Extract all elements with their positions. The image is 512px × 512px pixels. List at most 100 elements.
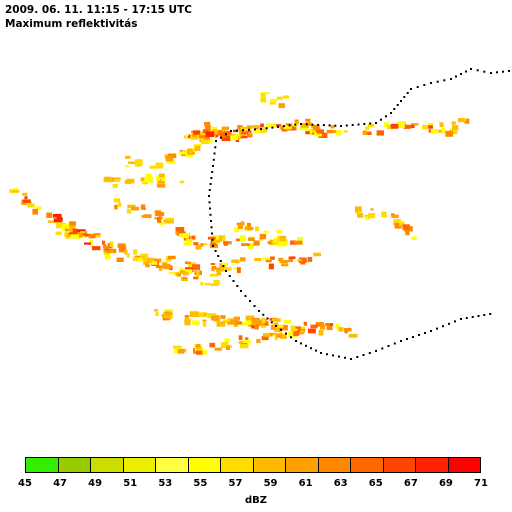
reflectivity-cell [105,248,111,252]
reflectivity-cell [364,131,372,135]
reflectivity-cell [184,261,191,265]
border-dot [356,356,359,358]
reflectivity-cell [72,228,78,235]
reflectivity-cell [402,224,410,230]
reflectivity-cell [156,175,161,181]
reflectivity-cell [125,155,131,159]
reflectivity-cell [324,323,330,326]
reflectivity-cell [281,263,289,267]
reflectivity-cell [294,121,299,124]
reflectivity-cell [259,130,267,133]
country-border [208,68,510,360]
color-scale-tick-label: 51 [123,478,138,489]
reflectivity-cell [251,318,260,325]
border-dot [369,122,372,125]
reflectivity-cell [76,229,86,233]
reflectivity-cell [307,256,313,262]
reflectivity-cell [230,135,239,141]
reflectivity-cell [234,227,240,233]
reflectivity-cell [27,203,35,208]
border-dot [326,353,328,356]
reflectivity-cell [84,242,91,245]
border-dot [345,124,348,127]
border-dot [450,78,452,80]
color-scale-cell [286,458,319,472]
reflectivity-cell [196,350,203,355]
reflectivity-cell [393,219,401,225]
reflectivity-cell [175,227,185,232]
reflectivity-cell [235,321,243,325]
reflectivity-cell [218,236,223,242]
border-dot [217,255,220,257]
reflectivity-cell [399,221,405,227]
reflectivity-cell [248,237,255,241]
border-dot [406,338,408,340]
border-dot [230,130,232,132]
border-dot [211,171,214,173]
color-scale-tick-label: 61 [298,478,313,489]
reflectivity-cell [336,323,340,328]
reflectivity-cell [211,126,218,132]
reflectivity-cell [297,259,303,262]
color-scale-tick-label: 69 [438,478,453,489]
reflectivity-cell [268,332,278,336]
reflectivity-cell [376,130,385,136]
reflectivity-cell [103,246,109,252]
reflectivity-echoes [9,92,470,355]
color-scale-cell [448,458,480,472]
reflectivity-cell [439,122,444,128]
border-dot [210,220,212,222]
reflectivity-cell [262,127,268,132]
reflectivity-cell [166,160,176,164]
border-dot [214,250,217,252]
map-title: 2009. 06. 11. 11:15 - 17:15 UTC [5,4,192,16]
border-dot [412,336,414,338]
reflectivity-cell [238,341,242,344]
reflectivity-cell [202,321,207,327]
color-scale-tick-label: 67 [403,478,418,489]
reflectivity-cell [280,236,287,242]
reflectivity-cell [117,202,122,207]
reflectivity-cell [274,326,281,332]
reflectivity-cell [211,243,217,246]
color-scale-tick-label: 47 [53,478,68,489]
reflectivity-cell [198,312,207,317]
reflectivity-cell [274,334,278,341]
reflectivity-cell [247,133,253,138]
reflectivity-cell [167,153,177,158]
reflectivity-cell [438,129,443,133]
reflectivity-cell [390,213,395,216]
reflectivity-cell [127,204,136,208]
reflectivity-cell [145,263,150,268]
reflectivity-cell [104,253,111,260]
reflectivity-cell [247,243,254,249]
reflectivity-cell [335,130,342,136]
border-dot [393,342,396,345]
reflectivity-cell [236,267,241,273]
reflectivity-cell [56,222,63,229]
reflectivity-cell [269,332,273,337]
reflectivity-cell [192,133,197,138]
reflectivity-cell [261,317,266,323]
reflectivity-cell [159,173,165,178]
reflectivity-cell [390,123,399,129]
reflectivity-cell [303,321,307,326]
reflectivity-cell [204,282,211,286]
reflectivity-cell [260,98,267,103]
reflectivity-cell [211,267,215,272]
reflectivity-cell [208,236,216,240]
border-dot [477,315,480,317]
reflectivity-cell [242,126,249,130]
border-dot [443,79,446,82]
reflectivity-cell [141,215,150,218]
border-dot [280,328,282,331]
border-dot [232,280,235,282]
border-dot [502,70,504,73]
reflectivity-cell [410,124,415,129]
reflectivity-cell [114,204,118,210]
reflectivity-cell [326,129,334,134]
reflectivity-cell [24,196,28,200]
border-dot [424,332,426,334]
reflectivity-cell [141,207,146,210]
reflectivity-cell [132,256,139,261]
